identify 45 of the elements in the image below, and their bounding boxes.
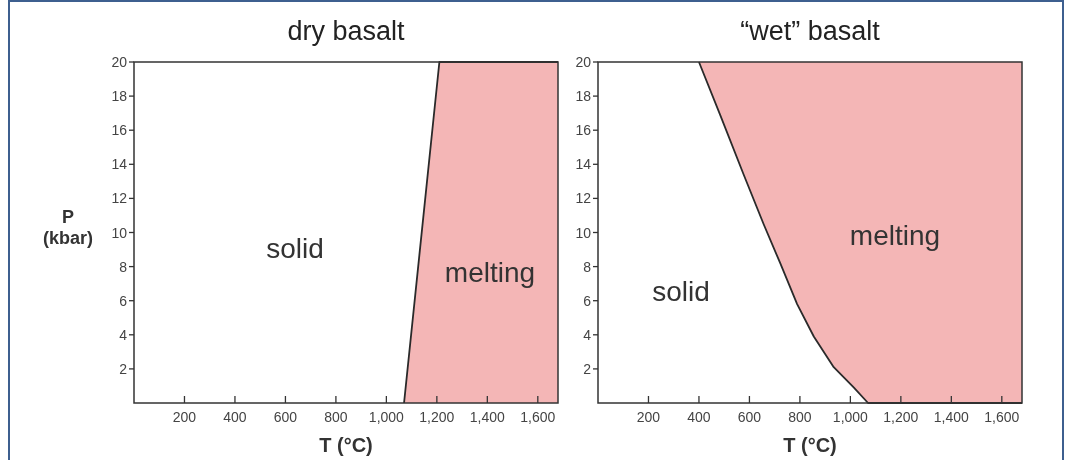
annotation: melting [444,257,536,288]
x-axis-title: T (°C) [783,434,837,456]
x-tick-label: 800 [324,409,348,425]
y-tick-label: 4 [119,326,128,343]
x-tick-label: 1,000 [368,409,405,425]
annotation: solid [652,276,710,307]
y-tick-label: 4 [583,326,592,343]
y-tick-label: 8 [119,258,128,275]
y-tick-label: 16 [111,122,128,139]
y-tick-label: 18 [575,88,592,105]
x-tick-label: 1,400 [469,409,506,425]
x-tick-label: 1,600 [984,409,1020,425]
x-tick-label: 1,400 [933,409,970,425]
x-axis-title: T (°C) [319,434,373,456]
y-tick-label: 12 [575,190,592,207]
x-tick-label: 400 [687,409,711,425]
y-tick-label: 10 [575,224,592,241]
y-tick-label: 14 [111,156,128,173]
x-tick-label: 200 [172,409,197,425]
y-tick-label: 2 [119,360,128,377]
x-tick-label: 1,600 [520,409,556,425]
y-tick-label: 2 [583,360,592,377]
y-tick-label: 14 [575,156,592,173]
annotation: solid [266,233,324,264]
x-tick-label: 1,200 [419,409,455,425]
x-tick-label: 1,200 [883,409,919,425]
y-tick-label: 6 [119,292,128,309]
y-tick-label: 16 [575,122,592,139]
y-tick-label: 12 [111,190,128,207]
x-tick-label: 400 [223,409,247,425]
chart-title: “wet” basalt [740,16,881,46]
x-tick-label: 1,000 [832,409,869,425]
annotation: melting [849,220,941,251]
y-tick-label: 20 [111,54,128,70]
y-tick-label: 10 [111,224,128,241]
chart-title: dry basalt [287,16,406,46]
y-tick-label: 18 [111,88,128,105]
y-tick-label: 8 [583,258,592,275]
x-tick-label: 600 [737,409,762,425]
y-axis-title: P (kbar) [42,206,94,248]
y-tick-label: 20 [575,54,592,70]
x-tick-label: 800 [788,409,812,425]
x-tick-label: 600 [273,409,298,425]
y-tick-label: 6 [583,292,592,309]
x-tick-label: 200 [636,409,661,425]
